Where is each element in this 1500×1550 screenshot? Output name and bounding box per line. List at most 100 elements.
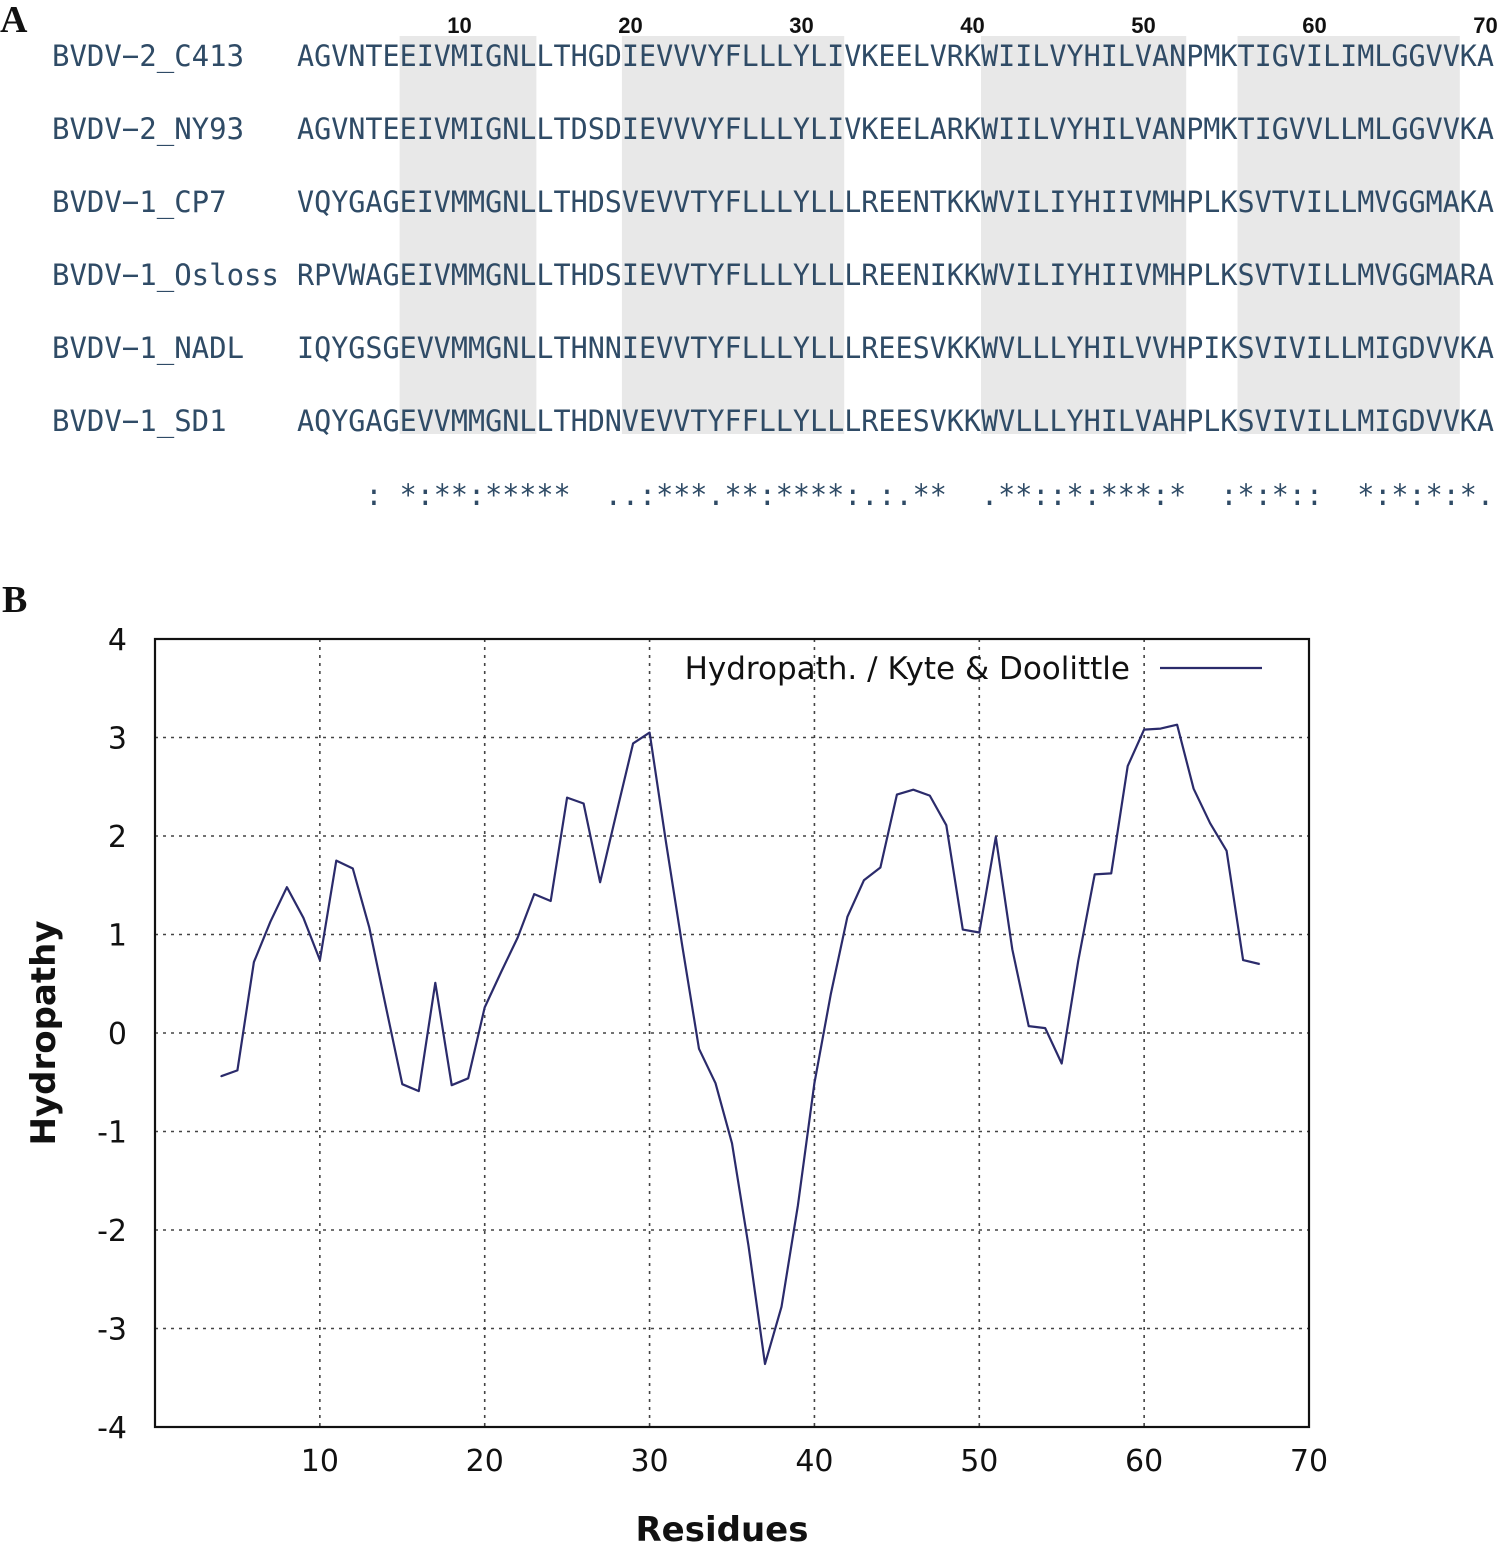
data-point (1077, 960, 1079, 962)
data-point (929, 795, 931, 797)
sequence-residues: RPVWAGEIVMMGNLLTHDSIEVVTYFLLLYLLLREENIKK… (297, 258, 1494, 292)
data-point (616, 811, 618, 813)
ruler-tick-label: 20 (618, 13, 642, 38)
shaded-block (399, 36, 537, 434)
sequence-residues: AQYGAGEVVMMGNLLTHDNVEVVTYFFLLYLLLREESVKK… (297, 404, 1494, 438)
data-point (220, 1075, 222, 1077)
y-axis-title: Hydropathy (24, 921, 64, 1146)
data-point (1094, 873, 1096, 876)
data-point (401, 1083, 403, 1085)
sequence-name: BVDV−1_SD1 (52, 404, 227, 439)
data-point (896, 794, 898, 796)
data-point (681, 946, 684, 948)
data-point (1258, 963, 1261, 965)
data-point (418, 1090, 420, 1092)
data-point (714, 1082, 717, 1084)
data-point (1028, 1025, 1030, 1027)
shaded-block (1237, 36, 1460, 434)
data-point (813, 1082, 816, 1084)
data-point (665, 842, 667, 844)
ruler-tick-label: 70 (1473, 13, 1497, 38)
data-point (550, 900, 552, 902)
data-point (1011, 948, 1013, 950)
sequence-residues: AGVNTEEIVMIGNLLTDSDIEVVVYFLLLYLIVKEELARK… (297, 112, 1494, 146)
data-point (583, 802, 585, 805)
data-point (352, 867, 354, 870)
data-point (1061, 1062, 1063, 1065)
sequence-name: BVDV−2_C413 (52, 39, 244, 74)
hydropathy-line (220, 723, 1260, 1366)
data-point (1176, 724, 1178, 726)
data-point (1209, 822, 1211, 824)
sequence-name: BVDV−1_NADL (52, 331, 244, 366)
data-point (236, 1069, 239, 1072)
data-point (434, 982, 436, 984)
x-tick-label: 70 (1290, 1444, 1328, 1479)
x-tick-label: 40 (795, 1444, 833, 1479)
data-point (335, 860, 337, 862)
data-point (747, 1245, 750, 1247)
y-tick-label: -4 (97, 1411, 127, 1446)
data-point (368, 927, 370, 929)
data-point (1044, 1027, 1046, 1029)
y-tick-label: 4 (108, 623, 127, 658)
legend-label: Hydropath. / Kyte & Doolittle (685, 651, 1130, 687)
ruler-tick-label: 60 (1302, 13, 1326, 38)
y-tick-label: 1 (108, 919, 127, 954)
data-point (1110, 872, 1112, 875)
shaded-block (621, 36, 845, 434)
ruler-tick-label: 40 (960, 13, 984, 38)
data-point (962, 928, 964, 931)
panel-b-label: B (2, 579, 28, 621)
x-tick-label: 10 (301, 1444, 339, 1479)
alignment-panel: A 10 20 30 40 50 60 70 BVDV−2_C413 AGVNTEEIVMIG… (0, 0, 1500, 540)
ruler-tick-label: 30 (789, 13, 813, 38)
x-tick-label: 50 (960, 1444, 998, 1479)
data-point (1143, 729, 1145, 731)
ruler-tick-label: 50 (1131, 13, 1155, 38)
data-point (451, 1084, 453, 1086)
data-point (830, 993, 832, 995)
y-tick-label: -1 (97, 1116, 127, 1151)
data-point (1160, 728, 1162, 730)
consensus-symbols: : *:**:***** ..:***.**:****:.:.** .**::*… (297, 478, 1500, 512)
plot-frame (153, 637, 1311, 1429)
data-point (1193, 788, 1195, 790)
data-point (253, 961, 255, 963)
alignment-svg: 10 20 30 40 50 60 70 BVDV−2_C413 AGVNTEEIVMIGNL… (52, 13, 1500, 512)
ruler-tick-label: 10 (447, 13, 471, 38)
data-point (1225, 850, 1228, 852)
data-point (500, 971, 502, 973)
sequence-residues: AGVNTEEIVMIGNLLTHGDIEVVVYFLLLYLIVKEELVRK… (297, 39, 1494, 73)
x-tick-label: 20 (466, 1444, 504, 1479)
sequence-residues: VQYGAGEIVMMGNLLTHDSVEVVTYFLLLYLLLREENTKK… (297, 185, 1494, 219)
consensus-row: : *:**:***** ..:***.**:****:.:.** .**::*… (297, 478, 1500, 512)
data-point (863, 879, 865, 881)
shaded-block (981, 36, 1187, 434)
data-point (995, 836, 997, 838)
sequence-name: BVDV−1_Osloss (52, 258, 279, 293)
hydropathy-chart: 10 20 30 40 50 60 70 -4 -3 -2 -1 0 1 2 3 4 Hydropath. /… (24, 623, 1328, 1550)
data-point (731, 1142, 733, 1144)
data-point (467, 1077, 469, 1079)
data-point (566, 796, 568, 799)
x-tick-label: 60 (1125, 1444, 1163, 1479)
residue-ruler: 10 20 30 40 50 60 70 (447, 13, 1497, 38)
legend: Hydropath. / Kyte & Doolittle (685, 651, 1262, 687)
data-point (797, 1204, 799, 1206)
data-point (484, 1006, 486, 1008)
data-point (780, 1306, 783, 1308)
data-point (517, 936, 519, 939)
conserved-block-shading (399, 36, 1460, 434)
data-point (286, 886, 288, 888)
y-tick-label: 3 (108, 722, 127, 757)
x-tick-label: 30 (630, 1444, 668, 1479)
data-point (978, 931, 980, 934)
sequence-name: BVDV−1_CP7 (52, 185, 227, 220)
y-tick-label: 0 (108, 1017, 127, 1052)
data-point (648, 731, 651, 734)
panel-a-label: A (0, 0, 28, 41)
grid (155, 639, 1309, 1427)
series (220, 723, 1261, 1366)
sequence-residues: IQYGSGEVVMMGNLLTHNNIEVVTYFLLLYLLLREESVKK… (297, 331, 1494, 365)
